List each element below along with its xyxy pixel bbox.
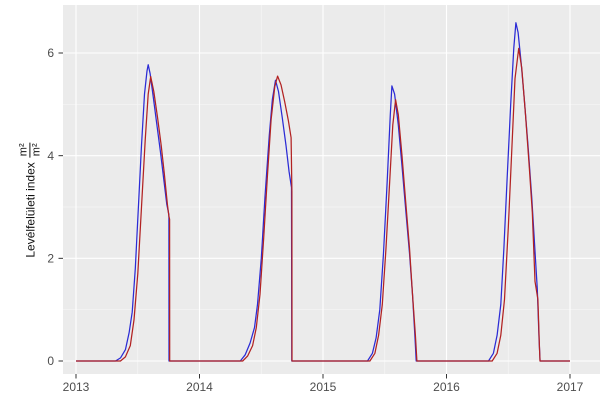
y-tick-label: 6: [47, 46, 54, 60]
y-axis-title: Levélfelületi index m² m²: [17, 142, 43, 258]
x-tick-label: 2013: [63, 380, 90, 394]
panel-background: [63, 5, 600, 374]
y-tick-label: 0: [47, 354, 54, 368]
y-tick-label: 4: [47, 149, 54, 163]
y-axis-unit-denominator: m²: [30, 143, 43, 157]
x-tick-label: 2014: [186, 380, 213, 394]
y-tick-label: 2: [47, 252, 54, 266]
y-axis-title-text: Levélfelületi index: [23, 162, 37, 258]
x-tick-label: 2016: [433, 380, 460, 394]
y-axis-unit-fraction: m² m²: [17, 142, 43, 158]
red-series-line: [76, 47, 570, 362]
y-axis-unit-numerator: m²: [17, 142, 31, 158]
x-tick-label: 2015: [310, 380, 337, 394]
x-tick-label: 2017: [557, 380, 584, 394]
